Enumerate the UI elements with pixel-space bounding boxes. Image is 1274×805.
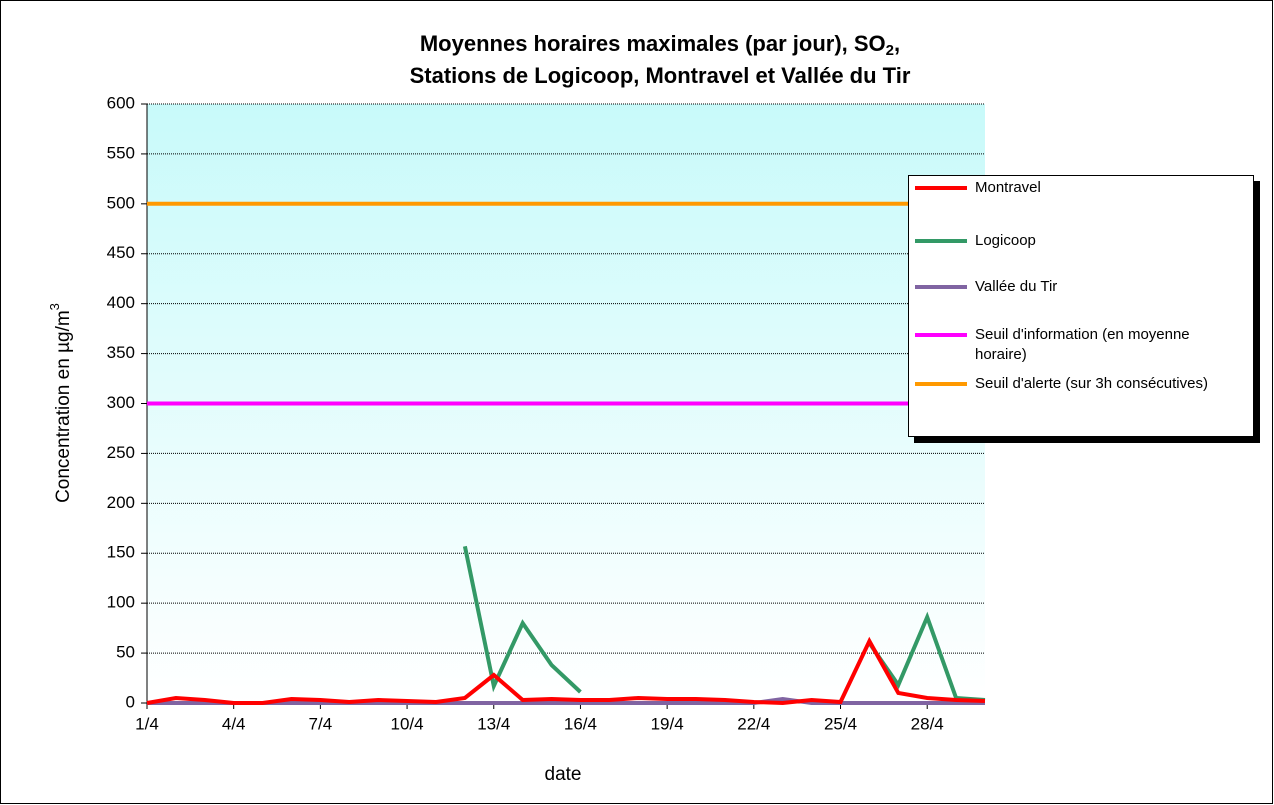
y-tick-label: 200 [107, 493, 135, 512]
chart-title: Moyennes horaires maximales (par jour), … [420, 31, 900, 59]
series-line [147, 696, 985, 705]
y-tick-label: 0 [126, 692, 135, 711]
legend-swatch [915, 382, 967, 386]
y-tick-label: 300 [107, 393, 135, 412]
series-line [146, 636, 986, 706]
legend-swatch [915, 285, 967, 289]
y-tick-label: 50 [116, 643, 135, 662]
y-tick-label: 400 [107, 293, 135, 312]
y-tick-label: 250 [107, 443, 135, 462]
legend-swatch [915, 239, 967, 243]
legend-item: Seuil d'information (en moyenne horaire) [915, 325, 1245, 365]
x-tick-label: 28/4 [911, 714, 944, 733]
y-axis-title-superscript: 3 [47, 303, 62, 310]
y-tick-label: 600 [107, 93, 135, 112]
y-tick-label: 550 [107, 143, 135, 162]
legend-item: Montravel [915, 178, 1245, 198]
legend-label: Logicoop [975, 232, 1036, 249]
y-axis-title: Concentration en µg/m3 [47, 303, 74, 503]
y-axis-title-text: Concentration en µg/m [53, 310, 74, 503]
x-tick-label: 4/4 [222, 714, 246, 733]
legend-swatch [915, 333, 967, 337]
legend-label: Vallée du Tir [975, 278, 1058, 295]
x-tick-label: 10/4 [391, 714, 424, 733]
y-tick-label: 100 [107, 593, 135, 612]
legend-label: Montravel [975, 179, 1041, 196]
legend-label: Seuil d'alerte (sur 3h consécutives) [975, 375, 1208, 392]
y-tick-label: 500 [107, 193, 135, 212]
legend-swatch [915, 186, 967, 190]
legend-item: Logicoop [915, 231, 1245, 251]
title-subscript: 2 [886, 42, 894, 59]
legend-label: Seuil d'information (en moyenne horaire) [975, 326, 1190, 363]
x-axis-title: date [545, 764, 582, 785]
x-tick-label: 1/4 [135, 714, 159, 733]
y-tick-label: 350 [107, 343, 135, 362]
legend-item: Seuil d'alerte (sur 3h consécutives) [915, 374, 1245, 394]
x-tick-label: 7/4 [309, 714, 333, 733]
x-tick-label: 16/4 [564, 714, 597, 733]
x-tick-label: 13/4 [477, 714, 510, 733]
title-text: Moyennes horaires maximales (par jour), … [420, 31, 886, 56]
x-tick-label: 19/4 [651, 714, 684, 733]
chart-title: Stations de Logicoop, Montravel et Vallé… [410, 63, 911, 88]
title-text: , [894, 31, 900, 56]
y-tick-label: 150 [107, 543, 135, 562]
legend-item: Vallée du Tir [915, 277, 1245, 297]
legend: Montravel Logicoop Vallée du Tir Seuil d'in… [908, 175, 1254, 437]
y-tick-label: 450 [107, 243, 135, 262]
x-tick-label: 25/4 [824, 714, 857, 733]
x-tick-label: 22/4 [737, 714, 770, 733]
